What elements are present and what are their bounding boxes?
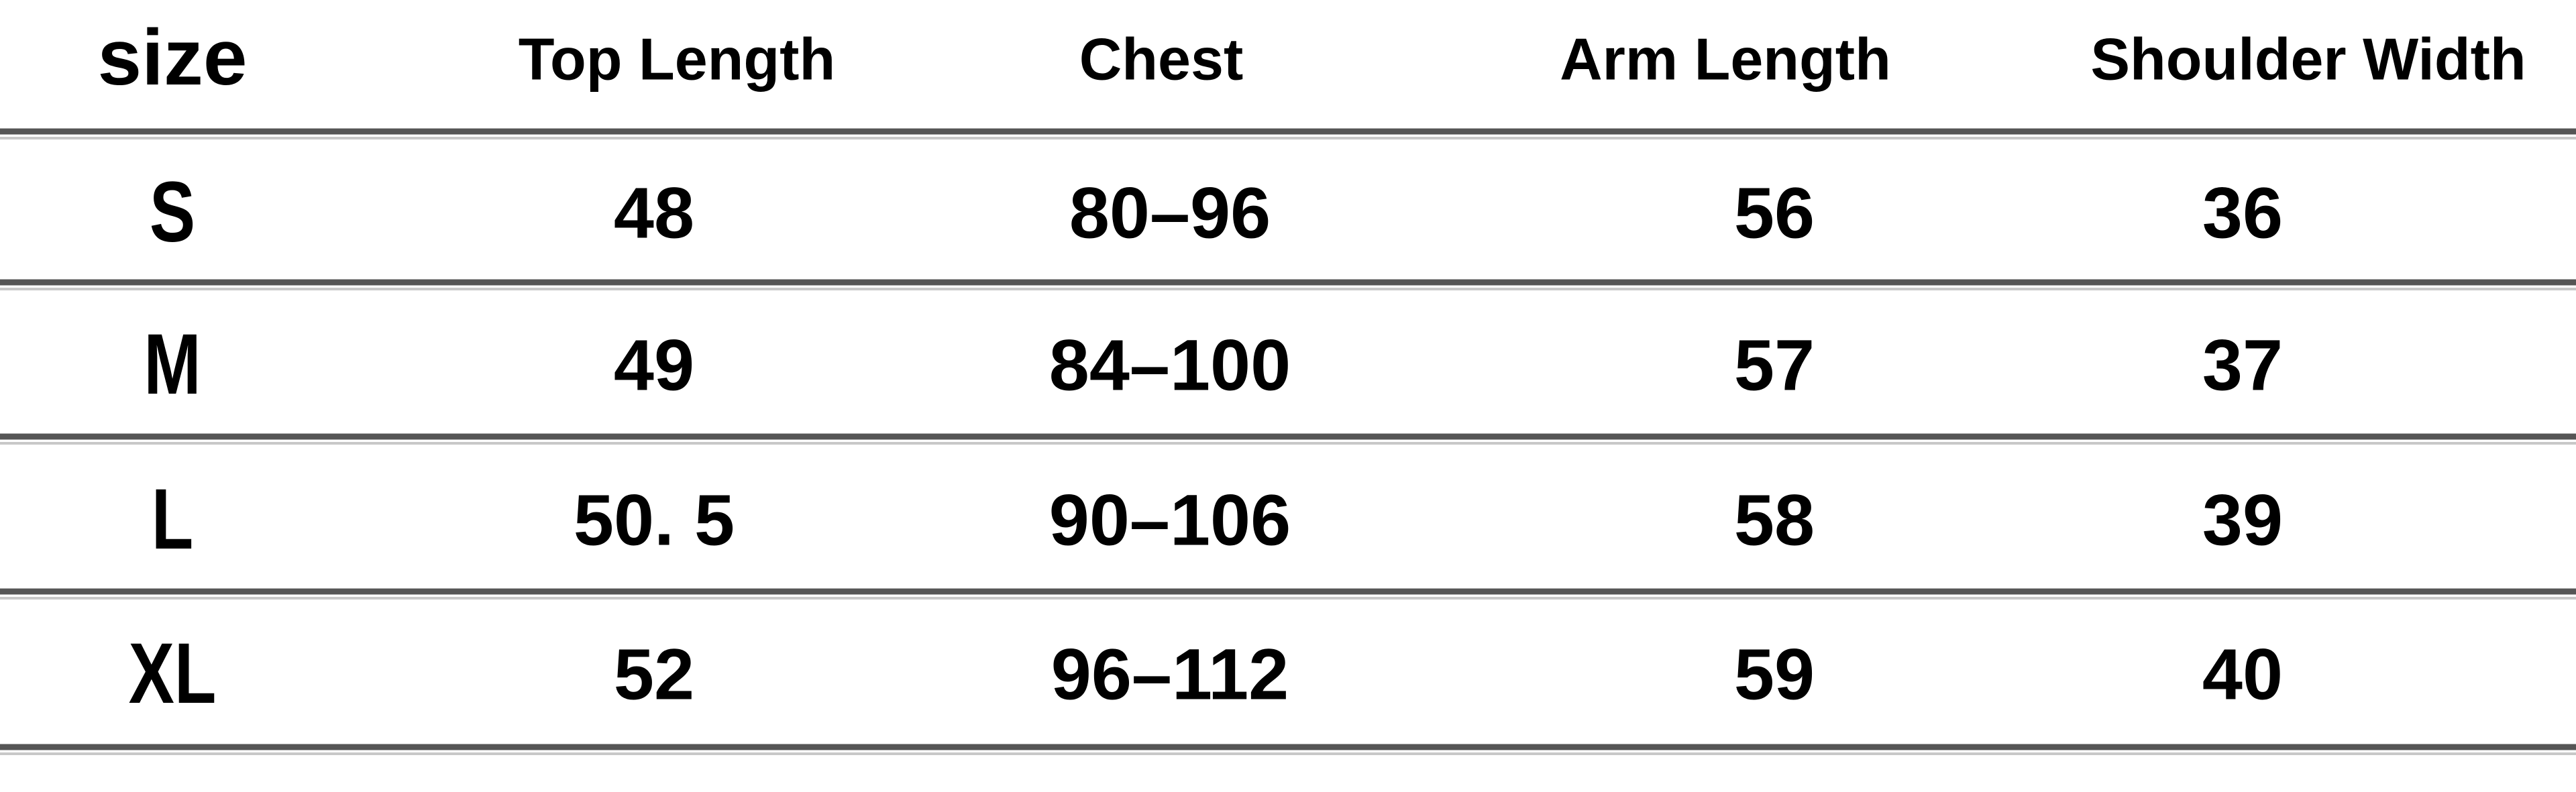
measurement: 84–100 [1049, 325, 1291, 406]
column-header: Shoulder Width [2090, 25, 2526, 92]
size-label: S [150, 164, 195, 260]
measurement: 96–112 [1051, 634, 1289, 715]
measurement: 40 [2202, 634, 2283, 715]
measurement: 58 [1734, 479, 1815, 561]
size-label: XL [129, 625, 217, 722]
measurement: 37 [2202, 325, 2283, 406]
measurement: 80–96 [1069, 172, 1271, 253]
measurement: 90–106 [1049, 479, 1291, 561]
measurement: 48 [614, 172, 694, 253]
column-header: Arm Length [1560, 25, 1891, 92]
column-header: Top Length [519, 25, 835, 92]
measurement: 49 [614, 325, 694, 406]
measurement: 36 [2202, 172, 2283, 253]
size-header: size [97, 13, 247, 102]
measurement: 39 [2202, 479, 2283, 561]
measurement: 56 [1734, 172, 1815, 253]
measurement: 57 [1734, 325, 1815, 406]
measurement: 52 [614, 634, 694, 715]
size-label: L [152, 471, 194, 567]
size-label: M [144, 316, 201, 412]
measurement: 50. 5 [574, 479, 735, 561]
row-dividers [0, 128, 2576, 755]
measurement: 59 [1734, 634, 1815, 715]
column-header: Chest [1079, 25, 1244, 92]
